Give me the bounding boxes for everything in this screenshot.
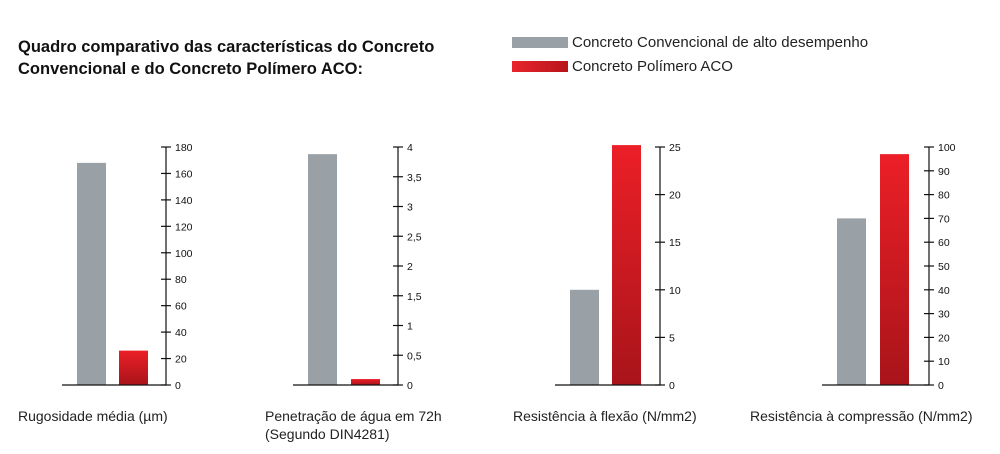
tick-label-chart2: 0,5 (407, 350, 422, 362)
legend-label-polimero: Concreto Polímero ACO (572, 57, 733, 75)
legend-item-polimero: Concreto Polímero ACO (512, 54, 868, 78)
tick-label-chart3: 20 (669, 190, 681, 202)
tick-label-chart3: 5 (669, 332, 675, 344)
tick-label-chart1: 80 (175, 274, 187, 286)
bar-chart2-convencional (308, 154, 337, 385)
x-axis-label-chart1: Rugosidade média (µm) (18, 408, 168, 424)
tick-label-chart4: 80 (938, 190, 950, 202)
bar-chart1-convencional (77, 162, 106, 385)
chart-title: Quadro comparativo das características d… (18, 36, 458, 80)
bar-chart4-polimero (880, 154, 909, 385)
x-axis-label-chart3: Resistência à flexão (N/mm2) (513, 408, 697, 424)
tick-label-chart4: 100 (938, 142, 956, 154)
tick-label-chart2: 4 (407, 142, 413, 154)
bar-chart3-polimero (612, 145, 641, 385)
title-line-2: Convencional e do Concreto Polímero ACO: (18, 60, 364, 78)
tick-label-chart1: 180 (175, 142, 193, 154)
tick-label-chart2: 3,5 (407, 172, 422, 184)
tick-label-chart1: 140 (175, 195, 193, 207)
tick-label-chart4: 70 (938, 213, 950, 225)
tick-label-chart2: 0 (407, 380, 413, 392)
bar-chart2-polimero (351, 379, 380, 385)
tick-label-chart1: 100 (175, 248, 193, 260)
x-axis-label-chart2: (Segundo DIN4281) (265, 426, 390, 442)
tick-label-chart4: 40 (938, 285, 950, 297)
title-line-1: Quadro comparativo das características d… (18, 38, 435, 56)
tick-label-chart4: 20 (938, 332, 950, 344)
x-axis-label-chart2: Penetração de água em 72h (265, 408, 442, 424)
tick-label-chart4: 90 (938, 166, 950, 178)
bar-chart4-convencional (837, 218, 866, 385)
tick-label-chart3: 25 (669, 142, 681, 154)
legend-swatch-convencional (512, 36, 568, 48)
tick-label-chart2: 1,5 (407, 291, 422, 303)
tick-label-chart1: 0 (175, 380, 181, 392)
tick-label-chart2: 1 (407, 321, 413, 333)
tick-label-chart1: 20 (175, 354, 187, 366)
legend-swatch-polimero (512, 60, 568, 72)
x-axis-label-chart4: Resistência à compressão (N/mm2) (750, 408, 973, 424)
tick-label-chart4: 0 (938, 380, 944, 392)
tick-label-chart1: 120 (175, 221, 193, 233)
tick-label-chart1: 60 (175, 301, 187, 313)
bar-chart1-polimero (119, 350, 148, 385)
legend: Concreto Convencional de alto desempenho… (512, 30, 868, 78)
tick-label-chart4: 10 (938, 356, 950, 368)
tick-label-chart4: 60 (938, 237, 950, 249)
tick-label-chart4: 50 (938, 261, 950, 273)
bar-chart3-convencional (570, 289, 599, 385)
tick-label-chart1: 40 (175, 327, 187, 339)
tick-label-chart4: 30 (938, 309, 950, 321)
tick-label-chart3: 10 (669, 285, 681, 297)
tick-label-chart3: 15 (669, 237, 681, 249)
legend-label-convencional: Concreto Convencional de alto desempenho (572, 33, 869, 51)
tick-label-chart3: 0 (669, 380, 675, 392)
tick-label-chart1: 160 (175, 168, 193, 180)
tick-label-chart2: 2,5 (407, 231, 422, 243)
tick-label-chart2: 3 (407, 202, 413, 214)
legend-item-convencional: Concreto Convencional de alto desempenho (512, 30, 868, 54)
tick-label-chart2: 2 (407, 261, 413, 273)
